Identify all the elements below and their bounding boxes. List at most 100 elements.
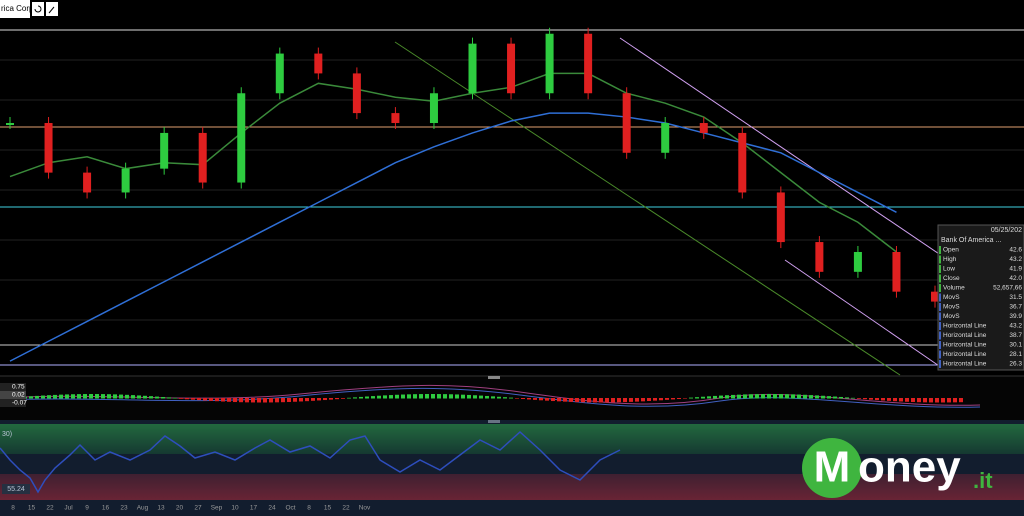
macd-label-box bbox=[0, 399, 26, 407]
macd-histogram bbox=[809, 395, 813, 399]
macd-histogram bbox=[485, 395, 489, 399]
macd-histogram bbox=[935, 398, 939, 403]
macd-histogram bbox=[131, 395, 135, 399]
rsi-period: 30) bbox=[2, 431, 12, 438]
macd-histogram bbox=[821, 395, 825, 399]
macd-histogram bbox=[287, 398, 291, 402]
candle-body bbox=[892, 251, 901, 292]
x-axis-label: 23 bbox=[120, 505, 128, 512]
info-label: Horizontal Line bbox=[943, 361, 987, 368]
info-label: High bbox=[943, 256, 957, 263]
macd-histogram bbox=[239, 398, 243, 403]
macd-histogram bbox=[47, 395, 51, 399]
macd-histogram bbox=[563, 398, 567, 402]
candle-body bbox=[429, 93, 438, 124]
info-date: 05/25/202 bbox=[991, 227, 1022, 234]
x-axis-label: 22 bbox=[46, 505, 54, 512]
row-marker bbox=[939, 331, 941, 340]
candle-body bbox=[160, 132, 169, 169]
macd-histogram bbox=[887, 398, 891, 401]
candle-body bbox=[275, 53, 284, 94]
macd-histogram bbox=[377, 395, 381, 399]
x-axis-label: 10 bbox=[231, 505, 239, 512]
macd-histogram bbox=[749, 394, 753, 399]
macd-histogram bbox=[635, 398, 639, 402]
macd-histogram bbox=[791, 394, 795, 399]
info-value: 42.6 bbox=[1009, 247, 1022, 254]
refresh-button[interactable] bbox=[32, 2, 44, 16]
macd-histogram bbox=[839, 396, 843, 399]
info-label: Horizontal Line bbox=[943, 323, 987, 330]
macd-histogram bbox=[785, 394, 789, 399]
macd-histogram bbox=[299, 398, 303, 402]
macd-histogram bbox=[575, 398, 579, 403]
macd-histogram bbox=[587, 398, 591, 403]
macd-histogram bbox=[953, 398, 957, 403]
info-value: 39.9 bbox=[1009, 313, 1022, 320]
macd-histogram bbox=[365, 396, 369, 399]
info-panel: 05/25/202 Bank Of America ... Open 42.6 Hi… bbox=[937, 224, 1024, 371]
info-value: 41.9 bbox=[1009, 266, 1022, 273]
macd-histogram bbox=[581, 398, 585, 403]
candle-body bbox=[661, 123, 670, 153]
macd-histogram bbox=[623, 398, 627, 403]
macd-histogram bbox=[155, 396, 159, 399]
macd-histogram bbox=[221, 398, 225, 402]
candle-body bbox=[545, 33, 554, 94]
row-marker bbox=[939, 255, 941, 264]
macd-histogram bbox=[905, 398, 909, 402]
macd-histogram bbox=[503, 397, 507, 399]
row-marker bbox=[939, 284, 941, 292]
row-marker bbox=[939, 246, 941, 254]
macd-histogram bbox=[551, 398, 555, 402]
x-axis-label: 9 bbox=[85, 505, 89, 512]
candle-body bbox=[622, 93, 631, 153]
macd-histogram bbox=[671, 398, 675, 400]
x-axis-label: 24 bbox=[268, 505, 276, 512]
candle-body bbox=[699, 123, 708, 133]
symbol-box[interactable] bbox=[0, 0, 30, 18]
macd-histogram bbox=[425, 394, 429, 399]
macd-histogram bbox=[869, 398, 873, 400]
macd-histogram bbox=[77, 394, 81, 399]
macd-histogram bbox=[479, 395, 483, 399]
macd-histogram bbox=[761, 394, 765, 399]
resize-handle[interactable] bbox=[488, 420, 500, 423]
macd-histogram bbox=[803, 394, 807, 399]
macd-histogram bbox=[455, 394, 459, 399]
macd-histogram bbox=[515, 398, 519, 399]
macd-histogram bbox=[557, 398, 561, 402]
info-value: 36.7 bbox=[1009, 304, 1022, 311]
macd-histogram bbox=[101, 394, 105, 399]
info-label: Low bbox=[943, 266, 955, 273]
macd-histogram bbox=[443, 394, 447, 399]
macd-histogram bbox=[947, 398, 951, 403]
macd-histogram bbox=[713, 395, 717, 399]
x-axis-label: 15 bbox=[28, 505, 36, 512]
macd-histogram bbox=[527, 398, 531, 400]
macd-histogram bbox=[413, 394, 417, 399]
macd-histogram bbox=[203, 398, 207, 401]
macd-histogram bbox=[917, 398, 921, 403]
macd-histogram bbox=[389, 395, 393, 399]
symbol: rica Corp bbox=[1, 4, 34, 13]
resize-handle[interactable] bbox=[488, 376, 500, 379]
macd-histogram bbox=[251, 398, 255, 403]
row-marker bbox=[939, 322, 941, 330]
macd-histogram bbox=[437, 394, 441, 399]
macd-histogram bbox=[371, 396, 375, 399]
macd-histogram bbox=[641, 398, 645, 402]
candle-body bbox=[391, 113, 400, 124]
macd-histogram bbox=[119, 394, 123, 399]
macd-histogram bbox=[599, 398, 603, 403]
x-axis-label: Jul bbox=[64, 505, 73, 512]
macd-histogram bbox=[521, 398, 525, 400]
candle-body bbox=[853, 251, 862, 272]
macd-histogram bbox=[893, 398, 897, 402]
candle-body bbox=[931, 291, 939, 302]
brand-logo: M oney .it bbox=[802, 438, 993, 498]
macd-histogram bbox=[797, 394, 801, 399]
macd-histogram bbox=[569, 398, 573, 402]
moving-average bbox=[9, 112, 897, 362]
